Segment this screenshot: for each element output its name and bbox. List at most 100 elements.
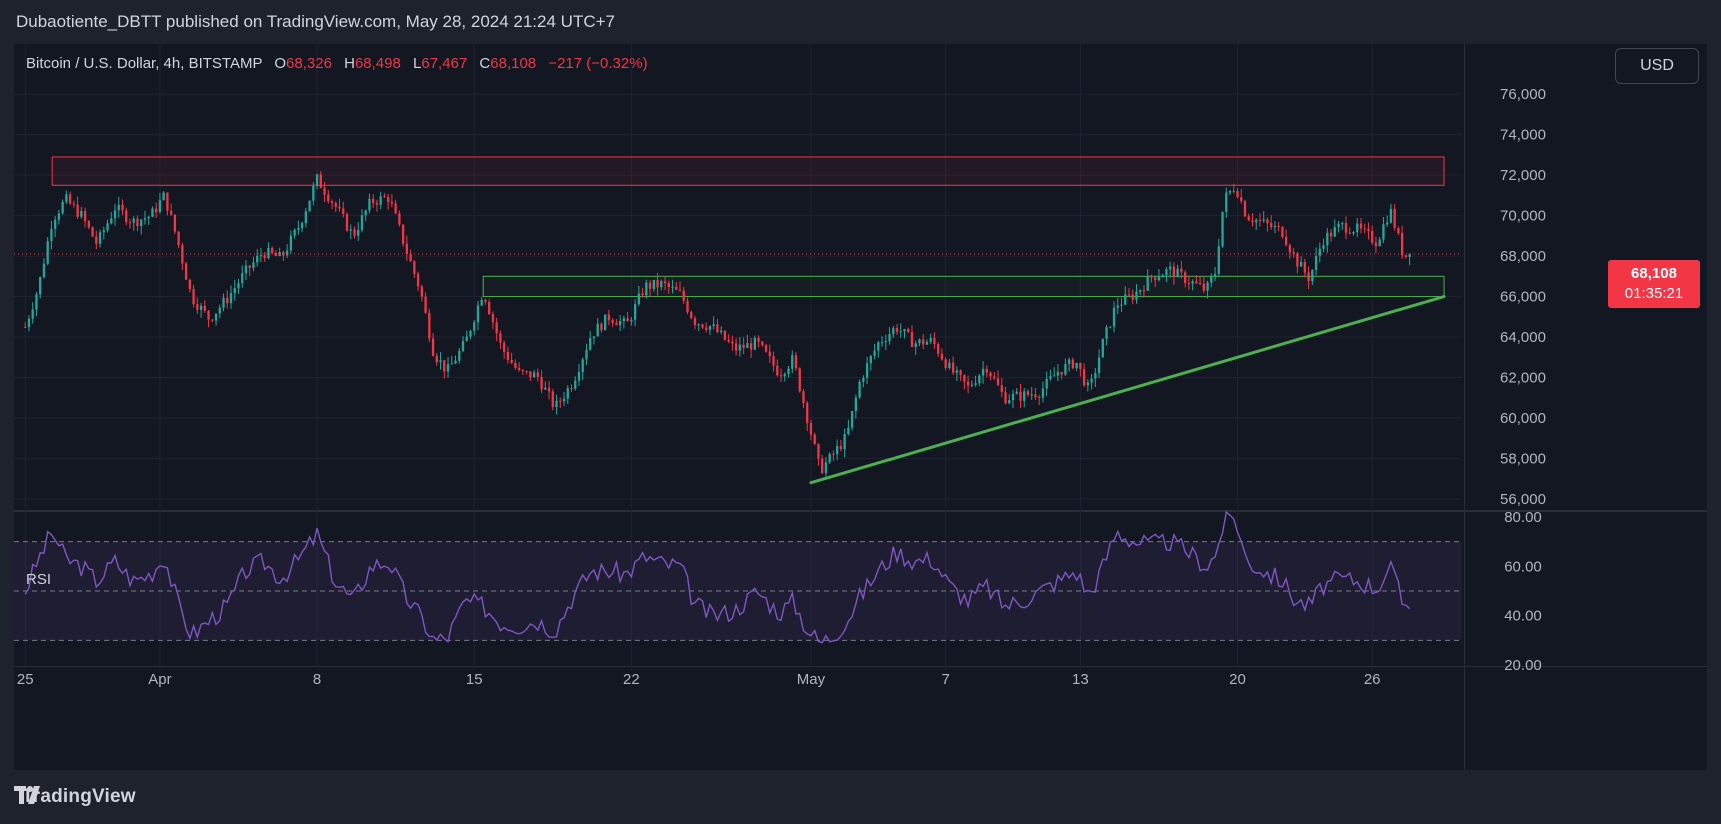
candle-body (61, 201, 64, 214)
candle-body (1337, 223, 1340, 228)
candle-body (53, 219, 57, 229)
candle-body (903, 329, 906, 332)
candle-body (1270, 223, 1273, 228)
candle-body (577, 372, 581, 381)
candle-body (1326, 232, 1329, 246)
candle-body (850, 411, 854, 428)
candle-body (884, 341, 887, 343)
candle-body (1292, 252, 1295, 254)
candle-body (862, 377, 865, 382)
rsi-tick-label: 60.00 (1504, 558, 1542, 575)
candle-body (1296, 253, 1299, 267)
candle-body (731, 341, 734, 344)
candle-body (435, 355, 438, 363)
candle-body (1116, 305, 1119, 308)
candle-body (136, 218, 139, 227)
support-zone[interactable] (482, 275, 1445, 298)
candle-body (1101, 338, 1104, 358)
candle-body (1393, 208, 1396, 228)
candle-body (1352, 232, 1355, 234)
ascending-trendline[interactable] (809, 295, 1446, 485)
candle-body (839, 446, 843, 450)
resistance-zone[interactable] (51, 156, 1445, 186)
candle-body (364, 210, 367, 216)
candle-body (1124, 294, 1127, 305)
candle-body (1180, 268, 1183, 273)
rsi-tick-label: 20.00 (1504, 657, 1542, 674)
candle-body (865, 363, 869, 378)
candle-body (914, 343, 917, 347)
price-tick-label: 56,000 (1500, 491, 1546, 508)
high-value: 68,498 (354, 55, 401, 72)
symbol-name: Bitcoin / U.S. Dollar, 4h, BITSTAMP (26, 55, 263, 72)
price-tick-label: 68,000 (1500, 248, 1546, 265)
candle-body (1004, 392, 1007, 404)
candle-body (1183, 272, 1187, 284)
candle-body (80, 210, 83, 217)
candle-body (1041, 388, 1045, 398)
candle-body (1284, 236, 1288, 246)
candle-body (1198, 283, 1202, 285)
candle-body (323, 188, 326, 195)
candle-body (1356, 223, 1359, 233)
candle-body (1064, 363, 1067, 375)
candle-body (1112, 307, 1116, 327)
candle-body (1247, 216, 1250, 221)
candle-body (1210, 276, 1213, 283)
candle-body (1105, 327, 1108, 339)
low-value: 67,467 (421, 55, 468, 72)
candle-body (854, 397, 858, 412)
chart-area[interactable]: 56,000 58,000 60,000 62,000 64,000 66,000 68,0… (14, 44, 1707, 770)
candle-body (622, 318, 626, 322)
candle-body (1071, 359, 1075, 369)
candle-body (951, 362, 955, 373)
candle-body (645, 282, 648, 296)
candle-body (1277, 226, 1280, 228)
candle-body (1318, 248, 1321, 256)
candle-body (368, 198, 371, 211)
candle-body (27, 318, 31, 328)
candle-body (693, 318, 697, 326)
chart-canvas[interactable]: 56,000 58,000 60,000 62,000 64,000 66,000 68,0… (14, 44, 1707, 770)
candle-body (506, 351, 510, 360)
candle-body (1344, 223, 1348, 233)
candle-body (102, 230, 105, 233)
currency-button[interactable]: USD (1615, 48, 1699, 84)
candle-body (776, 365, 779, 376)
tradingview-logo[interactable]: TradingView (14, 786, 136, 808)
candle-body (263, 255, 266, 258)
candle-body (761, 341, 764, 346)
candle-body (169, 210, 173, 215)
time-tick-label: 25 (17, 671, 34, 688)
candle-body (229, 293, 233, 304)
candle-body (244, 265, 248, 274)
candle-body (1311, 269, 1314, 282)
rsi-label: RSI (26, 571, 52, 588)
candle-body (125, 210, 128, 223)
candle-body (345, 214, 349, 231)
candle-body (1168, 266, 1172, 270)
candle-body (559, 400, 562, 402)
candle-body (880, 342, 884, 344)
candle-body (581, 359, 584, 373)
candle-body (705, 327, 708, 330)
candle-body (712, 324, 715, 327)
candle-body (1213, 273, 1217, 277)
candle-body (1255, 219, 1258, 223)
time-tick-label: 13 (1072, 671, 1089, 688)
candle-body (1109, 326, 1112, 328)
candle-body (993, 376, 996, 379)
candle-body (1056, 371, 1060, 376)
candle-body (1127, 294, 1131, 296)
pane-separator (14, 510, 1707, 512)
candle-body (450, 363, 453, 365)
candle-body (615, 323, 618, 326)
candle-body (241, 273, 244, 284)
candle-body (461, 341, 465, 351)
candle-body (342, 208, 345, 215)
candle-body (757, 337, 760, 342)
candle-body (1307, 272, 1310, 282)
candle-body (188, 279, 192, 289)
published-line: Dubaotiente_DBTT published on TradingVie… (16, 12, 615, 31)
candle-body (536, 372, 539, 377)
